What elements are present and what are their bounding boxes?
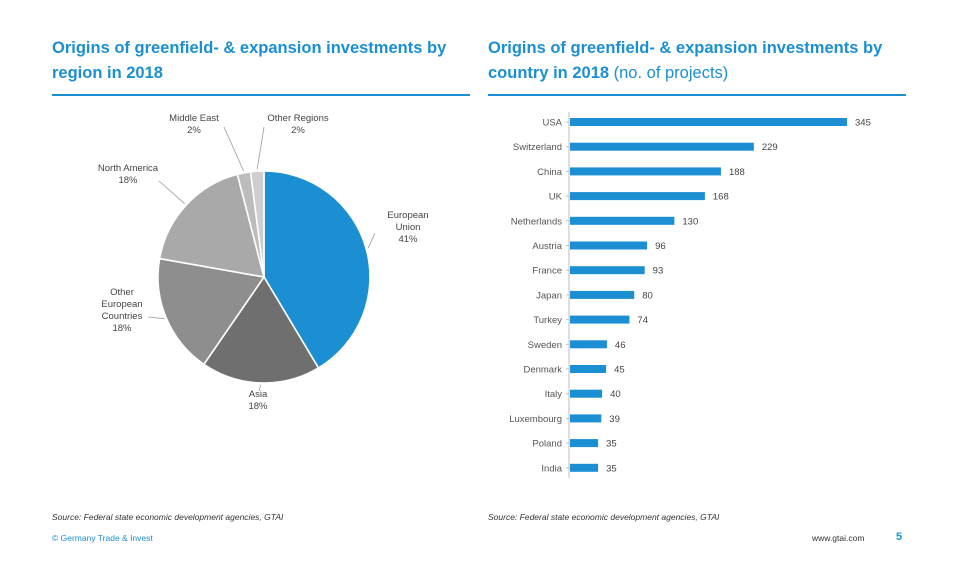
bar <box>570 118 847 126</box>
bar-value-label: 45 <box>614 365 625 376</box>
bar <box>570 192 705 201</box>
pie-slice <box>158 173 266 279</box>
bar-value-label: 229 <box>762 142 778 153</box>
bar-category-label: Sweden <box>528 340 562 351</box>
pie-leader-line <box>367 232 376 249</box>
bar <box>570 315 630 324</box>
bar-value-label: 35 <box>606 463 617 474</box>
bar <box>570 340 607 349</box>
bar-category-label: Turkey <box>533 315 562 326</box>
bar-value-label: 93 <box>653 266 664 277</box>
pie-chart-source: Source: Federal state economic developme… <box>52 512 284 522</box>
bar-category-label: Austria <box>532 241 562 252</box>
bar-value-label: 130 <box>682 216 698 227</box>
bar-category-label: USA <box>542 118 562 129</box>
bar <box>570 439 599 448</box>
pie-slice-label: European Union 41% <box>387 210 428 245</box>
pie-leader-line <box>147 316 165 320</box>
bar-value-label: 96 <box>655 241 666 252</box>
pie-chart-title: Origins of greenfield- & expansion inves… <box>52 39 447 82</box>
bar <box>570 266 645 275</box>
pie-chart: European Union 41% Asia 18% Other European Coun… <box>98 113 429 412</box>
bar-category-label: Denmark <box>523 365 562 376</box>
pie-slice-label: Other European Countries 18% <box>101 287 142 334</box>
bar-category-label: Luxembourg <box>509 414 562 425</box>
bar-chart: USA 345 Switzerland 229 China 188 UK 168 Netherl… <box>509 112 871 478</box>
bar-value-label: 40 <box>610 389 621 400</box>
bar-value-label: 188 <box>729 167 745 178</box>
pie-slice-label: Asia 18% <box>248 389 268 412</box>
bar <box>570 414 602 423</box>
footer-url-link[interactable]: www.gtai.com <box>812 533 865 543</box>
bar <box>570 290 635 299</box>
bar-value-label: 74 <box>637 315 648 326</box>
bar-category-label: Italy <box>545 389 563 400</box>
pie-leader-line <box>158 180 185 204</box>
bar-chart-title-text: Origins of greenfield- & expansion inves… <box>488 39 883 82</box>
bar-chart-source: Source: Federal state economic developme… <box>488 512 720 522</box>
pie-slice-label: Middle East 2% <box>169 113 219 136</box>
bar-category-label: UK <box>549 192 563 203</box>
bar <box>570 216 675 225</box>
pie-slice <box>202 275 320 384</box>
bar-category-label: Japan <box>536 290 562 301</box>
footer-copyright: © Germany Trade & Invest <box>52 533 153 543</box>
bar <box>570 389 603 398</box>
pie-slice <box>157 257 266 366</box>
bar-category-label: Poland <box>532 439 562 450</box>
bar <box>570 167 721 176</box>
bar-value-label: 345 <box>855 118 871 129</box>
bar <box>570 241 648 250</box>
pie-leader-line <box>256 126 265 170</box>
bar-chart-title: Origins of greenfield- & expansion inves… <box>488 36 918 86</box>
pie-slice <box>263 170 371 370</box>
bar <box>570 365 607 373</box>
bar-chart-title-unit: (no. of projects) <box>613 64 729 82</box>
bar-category-label: China <box>537 167 563 178</box>
pie-slice <box>249 170 265 278</box>
page-number: 5 <box>896 531 903 543</box>
bar-value-label: 39 <box>609 414 620 425</box>
bar-title-divider <box>488 94 906 96</box>
pie-title-divider <box>52 94 470 96</box>
pie-leader-line <box>258 384 261 392</box>
pie-leader-line <box>223 126 244 172</box>
bar-value-label: 35 <box>606 439 617 450</box>
pie-slice-label: Other Regions 2% <box>267 113 329 136</box>
bar <box>570 463 599 472</box>
bar-category-label: India <box>541 463 562 474</box>
pie-slice-label: North America 18% <box>98 163 159 186</box>
bar-category-label: Switzerland <box>513 142 562 153</box>
bar <box>570 142 754 151</box>
bar-value-label: 168 <box>713 192 729 203</box>
bar-value-label: 46 <box>615 340 626 351</box>
bar-category-label: France <box>532 266 562 277</box>
bar-category-label: Netherlands <box>511 216 562 227</box>
bar-value-label: 80 <box>642 290 653 301</box>
